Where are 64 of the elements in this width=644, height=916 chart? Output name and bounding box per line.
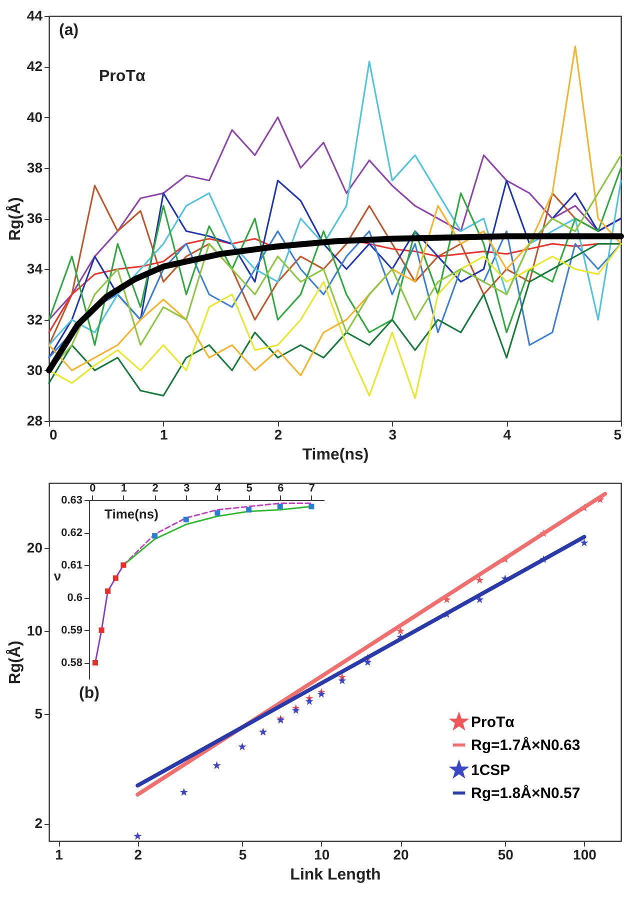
point	[105, 588, 111, 594]
x-tick-label: 5	[246, 482, 252, 494]
point	[152, 533, 158, 539]
x-tick-label: 1	[120, 482, 128, 494]
annotation: (a)	[59, 22, 79, 39]
x-tick-label: 2	[274, 426, 282, 442]
y-tick-label: 36	[26, 210, 43, 226]
x-tick-label: 6	[278, 482, 284, 494]
x-tick-label: 1	[55, 846, 64, 862]
y-tick-label: 44	[26, 8, 43, 24]
y-axis-title: Rg(Å)	[4, 197, 24, 241]
x-tick-label: 2	[134, 846, 142, 862]
y-axis-title: ν	[54, 568, 62, 584]
y-tick-label: 2	[34, 815, 43, 832]
point	[246, 507, 252, 512]
point	[120, 562, 126, 568]
point	[112, 575, 118, 581]
y-tick-label: 40	[26, 108, 43, 125]
point	[214, 510, 220, 516]
point	[277, 504, 283, 510]
x-tick-label: 7	[308, 482, 316, 494]
y-tick-label: 34	[26, 260, 43, 277]
x-tick-label: 5	[614, 426, 622, 442]
y-tick-label: 0.6	[67, 592, 82, 604]
y-tick-label: 32	[26, 311, 43, 328]
legend-label: ProTα	[471, 714, 516, 731]
y-tick-label: 0.63	[61, 494, 82, 506]
x-axis-title: Time(ns)	[104, 506, 158, 522]
x-tick-label: 0	[90, 482, 96, 494]
x-axis-title: Time(ns)	[302, 446, 369, 464]
x-tick-label: 10	[314, 846, 330, 862]
y-tick-label: 42	[26, 58, 43, 74]
x-tick-label: 0	[50, 426, 58, 442]
y-tick-label: 0.58	[61, 657, 82, 670]
legend-label: Rg=1.8Å×N0.57	[471, 784, 580, 802]
x-tick-label: 100	[573, 846, 597, 862]
point	[308, 504, 314, 510]
x-tick-label: 4	[503, 426, 512, 442]
point	[98, 627, 104, 633]
x-tick-label: 1	[160, 426, 168, 442]
y-tick-label: 10	[26, 622, 43, 639]
y-tick-label: 38	[26, 159, 43, 176]
y-tick-label: 28	[26, 412, 43, 428]
y-tick-label: 0.62	[61, 527, 82, 540]
annotation: ProTα	[99, 68, 146, 85]
x-tick-label: 3	[388, 426, 397, 442]
y-axis-title: Rg(Å)	[4, 640, 24, 684]
point	[183, 516, 189, 522]
y-tick-label: 30	[26, 362, 43, 378]
x-tick-label: 4	[214, 482, 222, 494]
x-tick-label: 2	[152, 482, 158, 494]
x-tick-label: 50	[498, 846, 514, 862]
x-axis-title: Link Length	[290, 866, 381, 884]
y-tick-label: 5	[34, 706, 43, 722]
y-tick-label: 0.59	[61, 624, 82, 637]
x-tick-label: 20	[393, 846, 409, 862]
legend-label: 1CSP	[471, 762, 510, 779]
point	[92, 660, 98, 666]
y-tick-label: 20	[26, 540, 43, 556]
annotation: (b)	[79, 685, 100, 702]
y-tick-label: 0.61	[61, 560, 82, 572]
x-tick-label: 3	[184, 482, 190, 494]
legend-label: Rg=1.7Å×N0.63	[471, 736, 580, 754]
x-tick-label: 5	[238, 846, 247, 862]
